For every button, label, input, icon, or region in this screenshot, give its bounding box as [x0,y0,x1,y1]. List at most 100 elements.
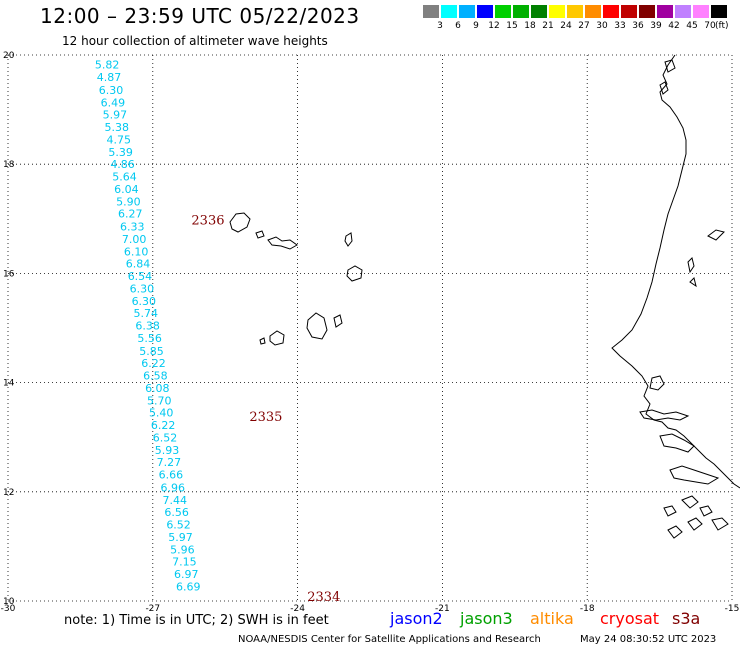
lat-tick-label: 12 [3,488,14,498]
colorbar-label: 27 [578,21,590,31]
colorbar-label: 33 [614,21,626,31]
colorbar-label: 15 [506,21,518,31]
coast-senegal [649,375,665,391]
map-subtitle: 12 hour collection of altimeter wave hei… [62,34,328,48]
swh-value: 6.33 [120,220,145,233]
coast-east-islet [707,229,725,241]
lon-tick-label: -30 [1,604,16,614]
cape-verde-fogo [269,330,285,346]
coast-inlet-b [659,81,669,95]
coast-bijagos-e [687,517,703,531]
lat-tick-label: 20 [3,51,15,61]
swh-value: 6.84 [126,257,150,270]
swh-value: 5.82 [95,59,120,72]
swh-value: 7.00 [122,233,147,246]
swh-value: 5.85 [139,345,164,358]
swh-value: 5.74 [133,307,158,320]
swh-value: 5.38 [105,121,129,134]
colorbar-label: 30 [596,21,608,31]
swh-value: 5.97 [168,531,193,544]
swh-value: 7.44 [162,494,187,507]
lon-tick-label: -27 [145,604,160,614]
colorbar-label: 18 [524,21,536,31]
swh-value: 6.22 [141,357,166,370]
pass-time-label: 2334 [307,590,340,605]
swh-value: 6.38 [135,320,160,333]
satellite-legend-jason2: jason2 [390,609,443,628]
coast-east-islet-b [687,257,695,274]
coast-bijagos-d [667,525,683,539]
lat-tick-label: 16 [3,269,15,279]
altimeter-track: 5.824.876.306.495.975.384.755.394.865.64… [95,59,201,594]
swh-value: 5.39 [108,146,133,159]
colorbar-swatch [549,5,565,18]
colorbar-label: 24 [560,21,572,31]
colorbar-swatch [441,5,457,18]
coast-east-islet-c [689,277,697,288]
colorbar-swatch [639,5,655,18]
colorbar-swatch [495,5,511,18]
colorbar-label: 21 [542,21,554,31]
map-title: 12:00 – 23:59 UTC 05/22/2023 [40,4,360,28]
cape-verde-sal [344,232,353,247]
coastline [229,54,740,539]
lon-tick-label: -18 [580,604,595,614]
swh-value: 4.75 [106,133,130,146]
cape-verde-santo-antao [229,212,251,233]
colorbar-swatch [423,5,439,18]
colorbar-swatch [711,5,727,18]
swh-value: 5.96 [170,543,195,556]
cape-verde-boa-vista [346,265,363,282]
pass-time-label: 2335 [249,410,282,425]
swh-value: 6.22 [151,419,176,432]
colorbar-swatch [585,5,601,18]
colorbar-swatch [693,5,709,18]
swh-value: 5.40 [149,406,174,419]
colorbar-label: 36 [632,21,644,31]
satellite-legend-cryosat: cryosat [600,609,660,628]
swh-value: 6.08 [145,382,170,395]
colorbar-swatch [657,5,673,18]
swh-value: 6.96 [161,481,186,494]
coast-gambia [639,409,690,421]
swh-value: 6.10 [124,245,149,258]
swh-value: 6.30 [130,283,155,296]
coast-bijagos-b [681,495,699,509]
satellite-legend-s3a: s3a [672,609,701,628]
swh-value: 6.56 [164,506,189,519]
satellite-legend-jason3: jason3 [460,609,513,628]
axis-tick-labels: -30 -27 -24 -21 -18 -15 20 18 16 14 12 10 [1,51,740,614]
footer-note: note: 1) Time is in UTC; 2) SWH is in fe… [64,613,329,628]
map-grid [7,54,733,602]
swh-value: 5.70 [147,394,172,407]
colorbar-unit: (ft) [715,21,729,31]
colorbar-swatch [513,5,529,18]
swh-value: 6.54 [128,270,152,283]
coast-bijagos-a [663,505,677,517]
colorbar-swatch [603,5,619,18]
mainland-coast [611,54,740,489]
pass-time-label: 2336 [191,213,224,228]
swh-value: 6.49 [101,96,126,109]
lat-tick-label: 10 [3,597,15,607]
colorbar-swatch [675,5,691,18]
colorbar-label: 12 [488,21,500,31]
swh-value: 6.04 [114,183,139,196]
colorbar-swatch [531,5,547,18]
swh-value: 6.52 [153,432,178,445]
colorbar-swatch [567,5,583,18]
cape-verde-sao-nicolau [267,236,298,250]
colorbar-label: 39 [650,21,662,31]
coast-bijagos-f [711,517,729,531]
swh-value: 5.64 [112,171,137,184]
satellite-legend-altika: altika [530,609,574,628]
swh-value: 6.66 [159,469,184,482]
colorbar-label: 6 [455,21,461,31]
cape-verde-santiago [306,312,328,340]
lat-tick-label: 18 [3,160,15,170]
coast-guinea-bissau-b [669,465,720,485]
colorbar-swatch [477,5,493,18]
coast-inlet-north [664,59,676,73]
swh-value: 6.30 [99,84,124,97]
